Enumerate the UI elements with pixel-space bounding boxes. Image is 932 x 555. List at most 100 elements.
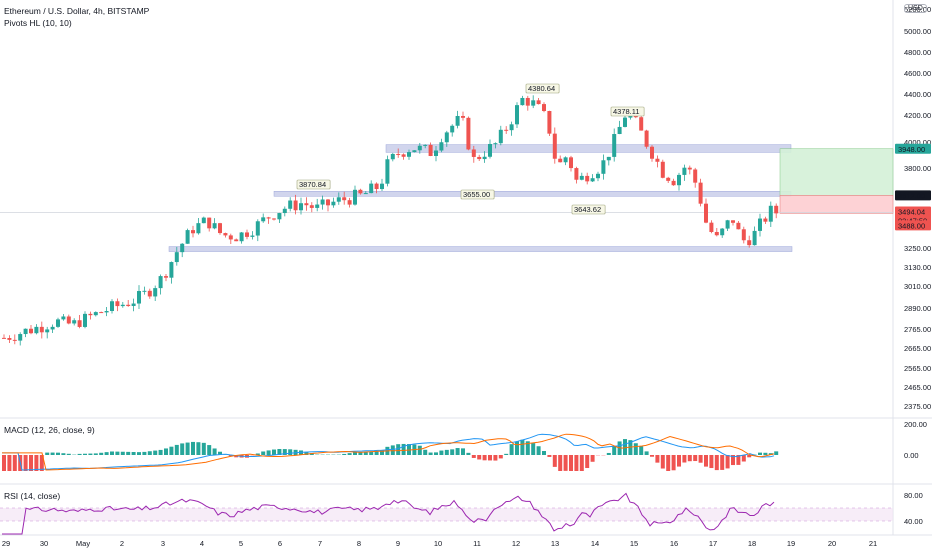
- macd-histogram-bar: [515, 441, 519, 455]
- macd-histogram-bar: [574, 455, 579, 471]
- price-tick-label: 3130.00: [904, 263, 931, 272]
- candle-body: [569, 157, 573, 169]
- macd-histogram-bar: [304, 451, 309, 455]
- price-tick-label: 5000.00: [904, 27, 931, 36]
- candle-body: [185, 230, 190, 244]
- candle-body: [714, 231, 719, 236]
- candle-body: [693, 169, 698, 183]
- candle-body: [358, 189, 363, 194]
- candle-body: [401, 154, 406, 157]
- candle-body: [277, 213, 282, 220]
- candle-body: [623, 117, 627, 127]
- price-tick-label: 2765.00: [904, 325, 931, 334]
- macd-histogram-bar: [104, 452, 109, 455]
- price-tick-label: 3250.00: [904, 244, 931, 253]
- macd-histogram-bar: [218, 451, 222, 455]
- candle-body: [639, 117, 644, 131]
- currency-badge[interactable]: USD: [904, 4, 927, 13]
- candle-body: [558, 158, 563, 163]
- macd-histogram-bar: [180, 443, 185, 455]
- candle-body: [110, 301, 114, 312]
- pivot-label-box: [525, 83, 560, 94]
- macd-histogram-bar: [482, 455, 487, 461]
- macd-histogram-bar: [137, 452, 141, 455]
- macd-histogram-bar: [158, 449, 163, 455]
- macd-histogram-bar: [525, 441, 530, 455]
- target-price-tag-bg: [895, 143, 931, 154]
- candle-body: [255, 221, 260, 236]
- macd-histogram-bar: [569, 455, 573, 471]
- candle-body: [434, 150, 438, 156]
- rsi-tick-label: 80.00: [904, 491, 923, 500]
- date-tick-label: 14: [591, 539, 599, 548]
- candle-body: [644, 130, 649, 147]
- candle-body: [412, 150, 417, 153]
- candle-body: [471, 149, 476, 157]
- macd-histogram-bar: [191, 441, 195, 455]
- macd-histogram-bar: [687, 455, 692, 462]
- candle-body: [698, 182, 703, 204]
- candle-body: [493, 143, 498, 145]
- candle-body: [655, 158, 660, 162]
- macd-histogram-bar: [320, 454, 325, 455]
- macd-histogram-bar: [752, 454, 757, 455]
- candle-body: [299, 203, 303, 211]
- candle-body: [66, 316, 71, 324]
- macd-histogram-bar: [174, 444, 179, 455]
- candle-body: [439, 142, 444, 151]
- candle-body: [7, 338, 12, 340]
- macd-label[interactable]: MACD (12, 26, close, 9): [4, 425, 95, 435]
- candle-body: [563, 157, 568, 163]
- pivot-label-box: [610, 106, 645, 117]
- candle-body: [736, 222, 741, 230]
- candle-body: [720, 228, 725, 236]
- candle-body: [234, 239, 239, 242]
- candle-body: [250, 235, 255, 237]
- price-tick-label: 2375.00: [904, 402, 931, 411]
- price-tick-label: 4800.00: [904, 48, 931, 57]
- macd-histogram-bar: [660, 455, 665, 469]
- macd-histogram-bar: [120, 451, 125, 455]
- macd-histogram-bar: [331, 454, 336, 455]
- rsi-line: [2, 492, 775, 535]
- macd-histogram-bar: [261, 451, 266, 455]
- macd-histogram-bar: [88, 453, 93, 455]
- candle-body: [363, 193, 368, 195]
- candle-body: [147, 290, 152, 297]
- candle-body: [266, 217, 271, 219]
- candle-body: [704, 203, 708, 223]
- macd-histogram-bar: [12, 455, 17, 471]
- candle-body: [29, 328, 33, 334]
- candle-body: [180, 243, 185, 253]
- candle-body: [601, 160, 606, 174]
- macd-histogram-bar: [650, 455, 654, 457]
- candle-body: [488, 143, 492, 157]
- stop-price-tag-bg: [895, 220, 931, 231]
- date-tick-label: 30: [40, 539, 48, 548]
- macd-histogram-bar: [763, 452, 768, 455]
- entry-price-tag: 3612.00: [898, 191, 925, 200]
- macd-histogram-bar: [590, 455, 595, 462]
- symbol-title[interactable]: Ethereum / U.S. Dollar, 4h, BITSTAMP: [4, 6, 150, 16]
- macd-histogram-bar: [714, 455, 719, 471]
- macd-histogram-bar: [488, 455, 492, 461]
- date-tick-label: 15: [630, 539, 638, 548]
- macd-histogram-bar: [255, 453, 260, 455]
- candle-body: [201, 217, 206, 224]
- pivot-label: 3870.84: [299, 180, 326, 189]
- macd-histogram-bar: [56, 452, 60, 455]
- candle-body: [768, 205, 773, 222]
- macd-histogram-bar: [736, 455, 741, 465]
- support-resistance-zone: [168, 246, 793, 252]
- macd-histogram-bar: [601, 455, 606, 456]
- candle-body: [99, 312, 104, 314]
- macd-histogram-bar: [277, 448, 282, 455]
- candle-body: [61, 316, 66, 320]
- rsi-label[interactable]: RSI (14, close): [4, 491, 61, 501]
- indicator-title[interactable]: Pivots HL (10, 10): [4, 18, 72, 28]
- macd-histogram-bar: [72, 454, 77, 455]
- macd-histogram-bar: [563, 455, 568, 471]
- macd-histogram-bar: [477, 455, 482, 460]
